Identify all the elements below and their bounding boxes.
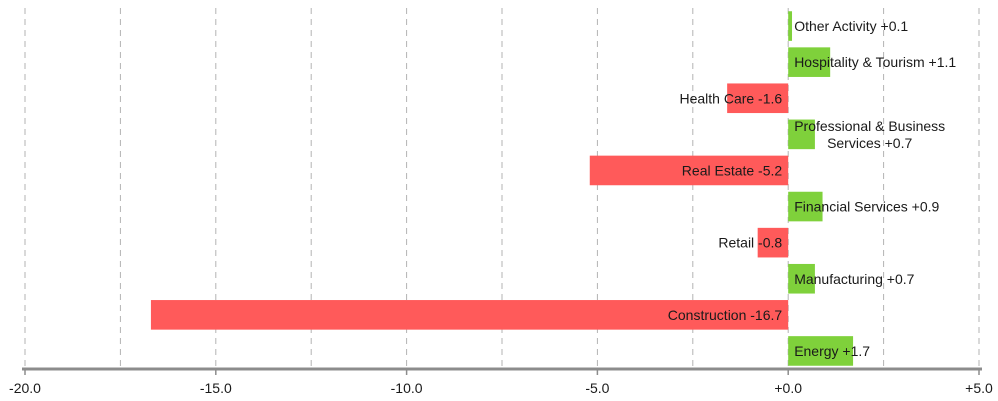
bar-label-energy: Energy +1.7: [794, 343, 870, 359]
bar-label-health-care: Health Care -1.6: [679, 90, 782, 106]
bar-construction: [150, 300, 789, 330]
bar-financial-services: [788, 191, 823, 222]
bar-professional-business-services: [788, 119, 815, 150]
bars: [150, 11, 854, 366]
bar-manufacturing: [788, 263, 815, 294]
x-tick-label-0: -20.0: [9, 380, 41, 396]
bar-health-care: [727, 83, 789, 114]
bar-label-manufacturing: Manufacturing +0.7: [794, 271, 914, 287]
x-axis-ticks: -20.0 -15.0 -10.0 -5.0 +0.0 +5.0: [9, 369, 993, 396]
bar-hospitality-tourism: [788, 47, 831, 77]
bar-label-professional-business-services: Professional & Business Services +0.7: [794, 118, 945, 151]
bar-real-estate: [589, 155, 789, 186]
bar-label-other-activity: Other Activity +0.1: [794, 18, 908, 34]
x-tick-label-1: -15.0: [200, 380, 232, 396]
x-tick-label-2: -10.0: [391, 380, 423, 396]
x-tick-label-3: -5.0: [585, 380, 609, 396]
bar-label-hospitality-tourism: Hospitality & Tourism +1.1: [794, 54, 956, 70]
bar-label-financial-services: Financial Services +0.9: [794, 199, 939, 215]
bar-label-real-estate: Real Estate -5.2: [682, 162, 783, 178]
bar-other-activity: [788, 11, 793, 41]
x-tick-label-4: +0.0: [774, 380, 802, 396]
grid-lines: [24, 8, 980, 369]
bar-label-retail: Retail -0.8: [718, 235, 782, 251]
bar-energy: [788, 336, 854, 366]
bar-retail: [757, 227, 789, 258]
bar-labels: Other Activity +0.1 Hospitality & Tourism…: [668, 18, 957, 359]
bar-label-construction: Construction -16.7: [668, 307, 783, 323]
x-tick-label-5: +5.0: [965, 380, 993, 396]
